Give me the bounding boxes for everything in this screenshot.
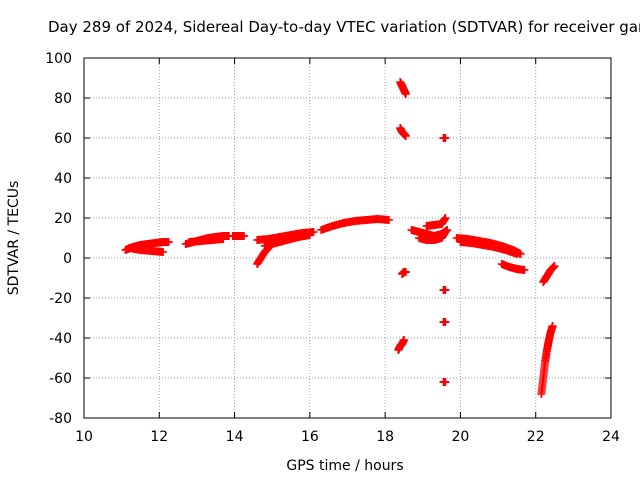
data-point (401, 132, 410, 140)
series-arc-10 (394, 336, 408, 354)
series-arc-13 (439, 286, 450, 294)
data-point (401, 90, 410, 98)
series-arc-4 (253, 244, 273, 268)
data-point (520, 266, 529, 274)
y-axis-label: SDTVAR / TECUs (6, 181, 22, 296)
data-point (219, 235, 228, 243)
axis-ticks (83, 57, 612, 419)
x-tick-label: 22 (527, 429, 545, 445)
y-tick-label: -80 (49, 411, 72, 427)
series-arc-18 (537, 322, 557, 398)
x-tick-label: 20 (452, 429, 470, 445)
data-point (548, 322, 557, 330)
x-tick-label: 14 (226, 429, 244, 445)
series-arc-8 (396, 124, 410, 140)
series-arc-6 (317, 215, 393, 234)
data-point (305, 231, 314, 239)
chart-title: Day 289 of 2024, Sidereal Day-to-day VTE… (48, 18, 640, 36)
data-point (159, 248, 168, 256)
data-point (441, 134, 450, 142)
data-point (441, 286, 450, 294)
series-arc-12 (439, 134, 450, 142)
y-tick-label: -20 (49, 291, 72, 307)
x-tick-labels: 10 12 14 16 18 20 22 24 (75, 429, 620, 445)
series-arc-16b (456, 238, 521, 258)
series-arc-2b (185, 235, 228, 246)
series-arc-9 (398, 268, 410, 278)
data-point (441, 228, 450, 236)
series-arc-15 (439, 378, 450, 386)
x-tick-label: 12 (150, 429, 168, 445)
x-tick-label: 10 (75, 429, 93, 445)
series-arc-11c (422, 214, 450, 230)
plot-frame (83, 57, 612, 419)
y-tick-label: -40 (49, 331, 72, 347)
y-tick-label: 80 (54, 91, 72, 107)
y-tick-label: -60 (49, 371, 72, 387)
data-point (441, 378, 450, 386)
data-point (384, 216, 393, 224)
data-point (512, 250, 521, 258)
y-tick-label: 40 (54, 171, 72, 187)
series-arc-14 (439, 318, 450, 326)
data-point (441, 318, 450, 326)
data-point (239, 232, 248, 240)
data-point (399, 336, 408, 344)
y-tick-labels: -80 -60 -40 -20 0 20 40 60 80 100 (45, 51, 72, 427)
data-point (401, 268, 410, 276)
data-point (164, 238, 173, 246)
series-arc-11b (415, 228, 450, 244)
x-tick-label: 24 (602, 429, 620, 445)
x-tick-label: 18 (376, 429, 394, 445)
series-arc-1b (125, 244, 168, 256)
x-tick-label: 16 (301, 429, 319, 445)
series-arc-17 (539, 262, 559, 286)
y-tick-label: 0 (63, 251, 72, 267)
data-point (550, 262, 559, 270)
y-tick-label: 20 (54, 211, 72, 227)
y-tick-label: 60 (54, 131, 72, 147)
x-axis-label: GPS time / hours (286, 458, 403, 474)
series-arc-3 (228, 232, 248, 240)
series-arc-7 (396, 78, 410, 98)
series-arc-16c (497, 260, 529, 274)
data-point (441, 214, 450, 222)
series-arc-5b (260, 231, 314, 250)
data-points (121, 78, 559, 398)
y-tick-label: 100 (45, 51, 72, 67)
